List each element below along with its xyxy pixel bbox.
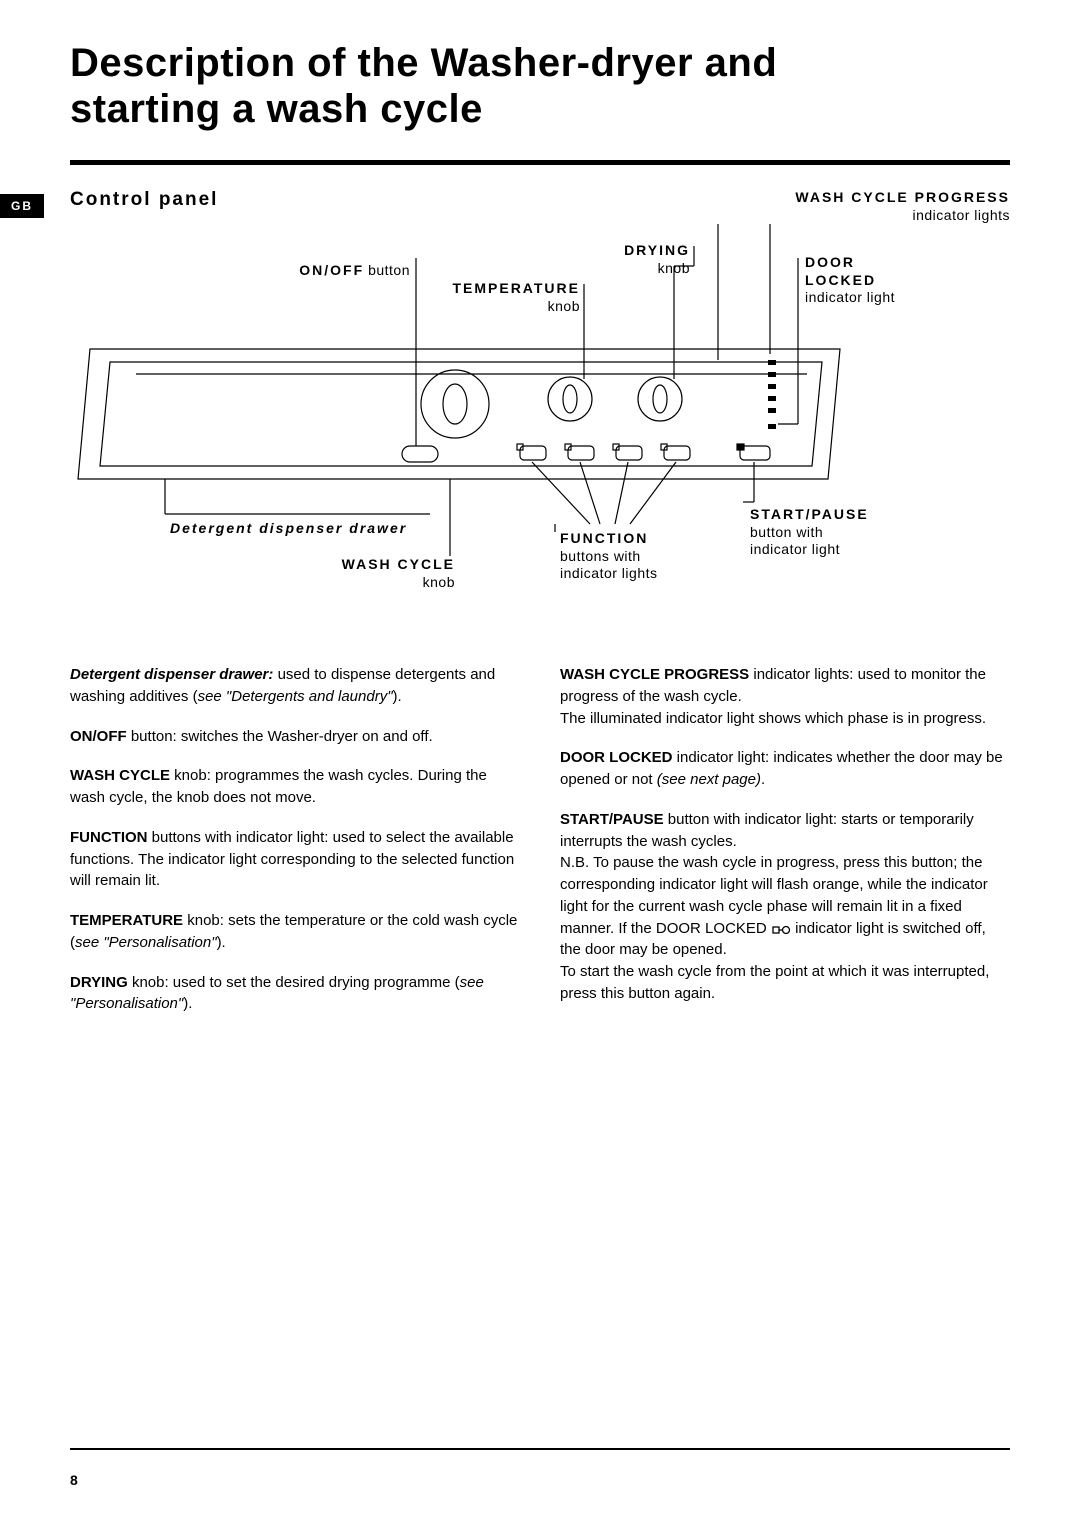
para-washcycle-head: WASH CYCLE	[70, 767, 170, 784]
para-drying-head: DRYING	[70, 974, 128, 991]
para-drying: DRYING knob: used to set the desired dry…	[70, 972, 520, 1016]
para-startpause: START/PAUSE button with indicator light:…	[560, 809, 1010, 1005]
title-line-2: starting a wash cycle	[70, 87, 483, 131]
lock-icon	[771, 922, 791, 934]
para-temperature-italic: see "Personalisation"	[75, 934, 217, 951]
para-drying-tail: ).	[183, 995, 192, 1012]
para-onoff-head: ON/OFF	[70, 728, 127, 745]
panel-svg	[70, 224, 1010, 624]
label-wash-cycle-progress-head: WASH CYCLE PROGRESS	[795, 189, 1010, 205]
label-wash-cycle-progress: WASH CYCLE PROGRESS indicator lights	[795, 189, 1010, 224]
title-line-1: Description of the Washer-dryer and	[70, 41, 777, 85]
para-temperature-head: TEMPERATURE	[70, 912, 183, 929]
para-detergent-tail: ).	[393, 688, 402, 705]
para-startpause-text4: To start the wash cycle from the point a…	[560, 963, 989, 1002]
para-onoff: ON/OFF button: switches the Washer-dryer…	[70, 726, 520, 748]
para-washcycle: WASH CYCLE knob: programmes the wash cyc…	[70, 765, 520, 809]
page-title: Description of the Washer-dryer and star…	[70, 40, 1010, 132]
para-detergent-italic: see "Detergents and laundry"	[198, 688, 393, 705]
para-progress-text2: The illuminated indicator light shows wh…	[560, 710, 986, 727]
para-detergent: Detergent dispenser drawer: used to disp…	[70, 664, 520, 708]
para-onoff-text: button: switches the Washer-dryer on and…	[127, 728, 433, 745]
right-column: WASH CYCLE PROGRESS indicator lights: us…	[560, 664, 1010, 1033]
control-panel-heading: Control panel	[70, 189, 218, 211]
left-column: Detergent dispenser drawer: used to disp…	[70, 664, 520, 1033]
para-doorlocked: DOOR LOCKED indicator light: indicates w…	[560, 747, 1010, 791]
para-drying-text: knob: used to set the desired drying pro…	[128, 974, 460, 991]
para-detergent-head: Detergent dispenser drawer:	[70, 666, 273, 683]
para-startpause-head: START/PAUSE	[560, 811, 664, 828]
para-progress-head: WASH CYCLE PROGRESS	[560, 666, 749, 683]
para-doorlocked-tail: .	[761, 771, 765, 788]
para-temperature: TEMPERATURE knob: sets the temperature o…	[70, 910, 520, 954]
label-wash-cycle-progress-sub: indicator lights	[913, 207, 1011, 223]
title-rule	[70, 160, 1010, 165]
language-tab: GB	[0, 194, 44, 218]
footer-rule	[70, 1448, 1010, 1450]
para-temperature-tail: ).	[217, 934, 226, 951]
page-number: 8	[70, 1472, 78, 1488]
para-doorlocked-head: DOOR LOCKED	[560, 749, 673, 766]
para-progress: WASH CYCLE PROGRESS indicator lights: us…	[560, 664, 1010, 729]
para-doorlocked-italic: (see next page)	[657, 771, 761, 788]
body-columns: Detergent dispenser drawer: used to disp…	[70, 664, 1010, 1033]
para-function: FUNCTION buttons with indicator light: u…	[70, 827, 520, 892]
para-function-head: FUNCTION	[70, 829, 148, 846]
control-panel-diagram: ON/OFF button TEMPERATURE knob DRYING kn…	[70, 224, 1010, 624]
